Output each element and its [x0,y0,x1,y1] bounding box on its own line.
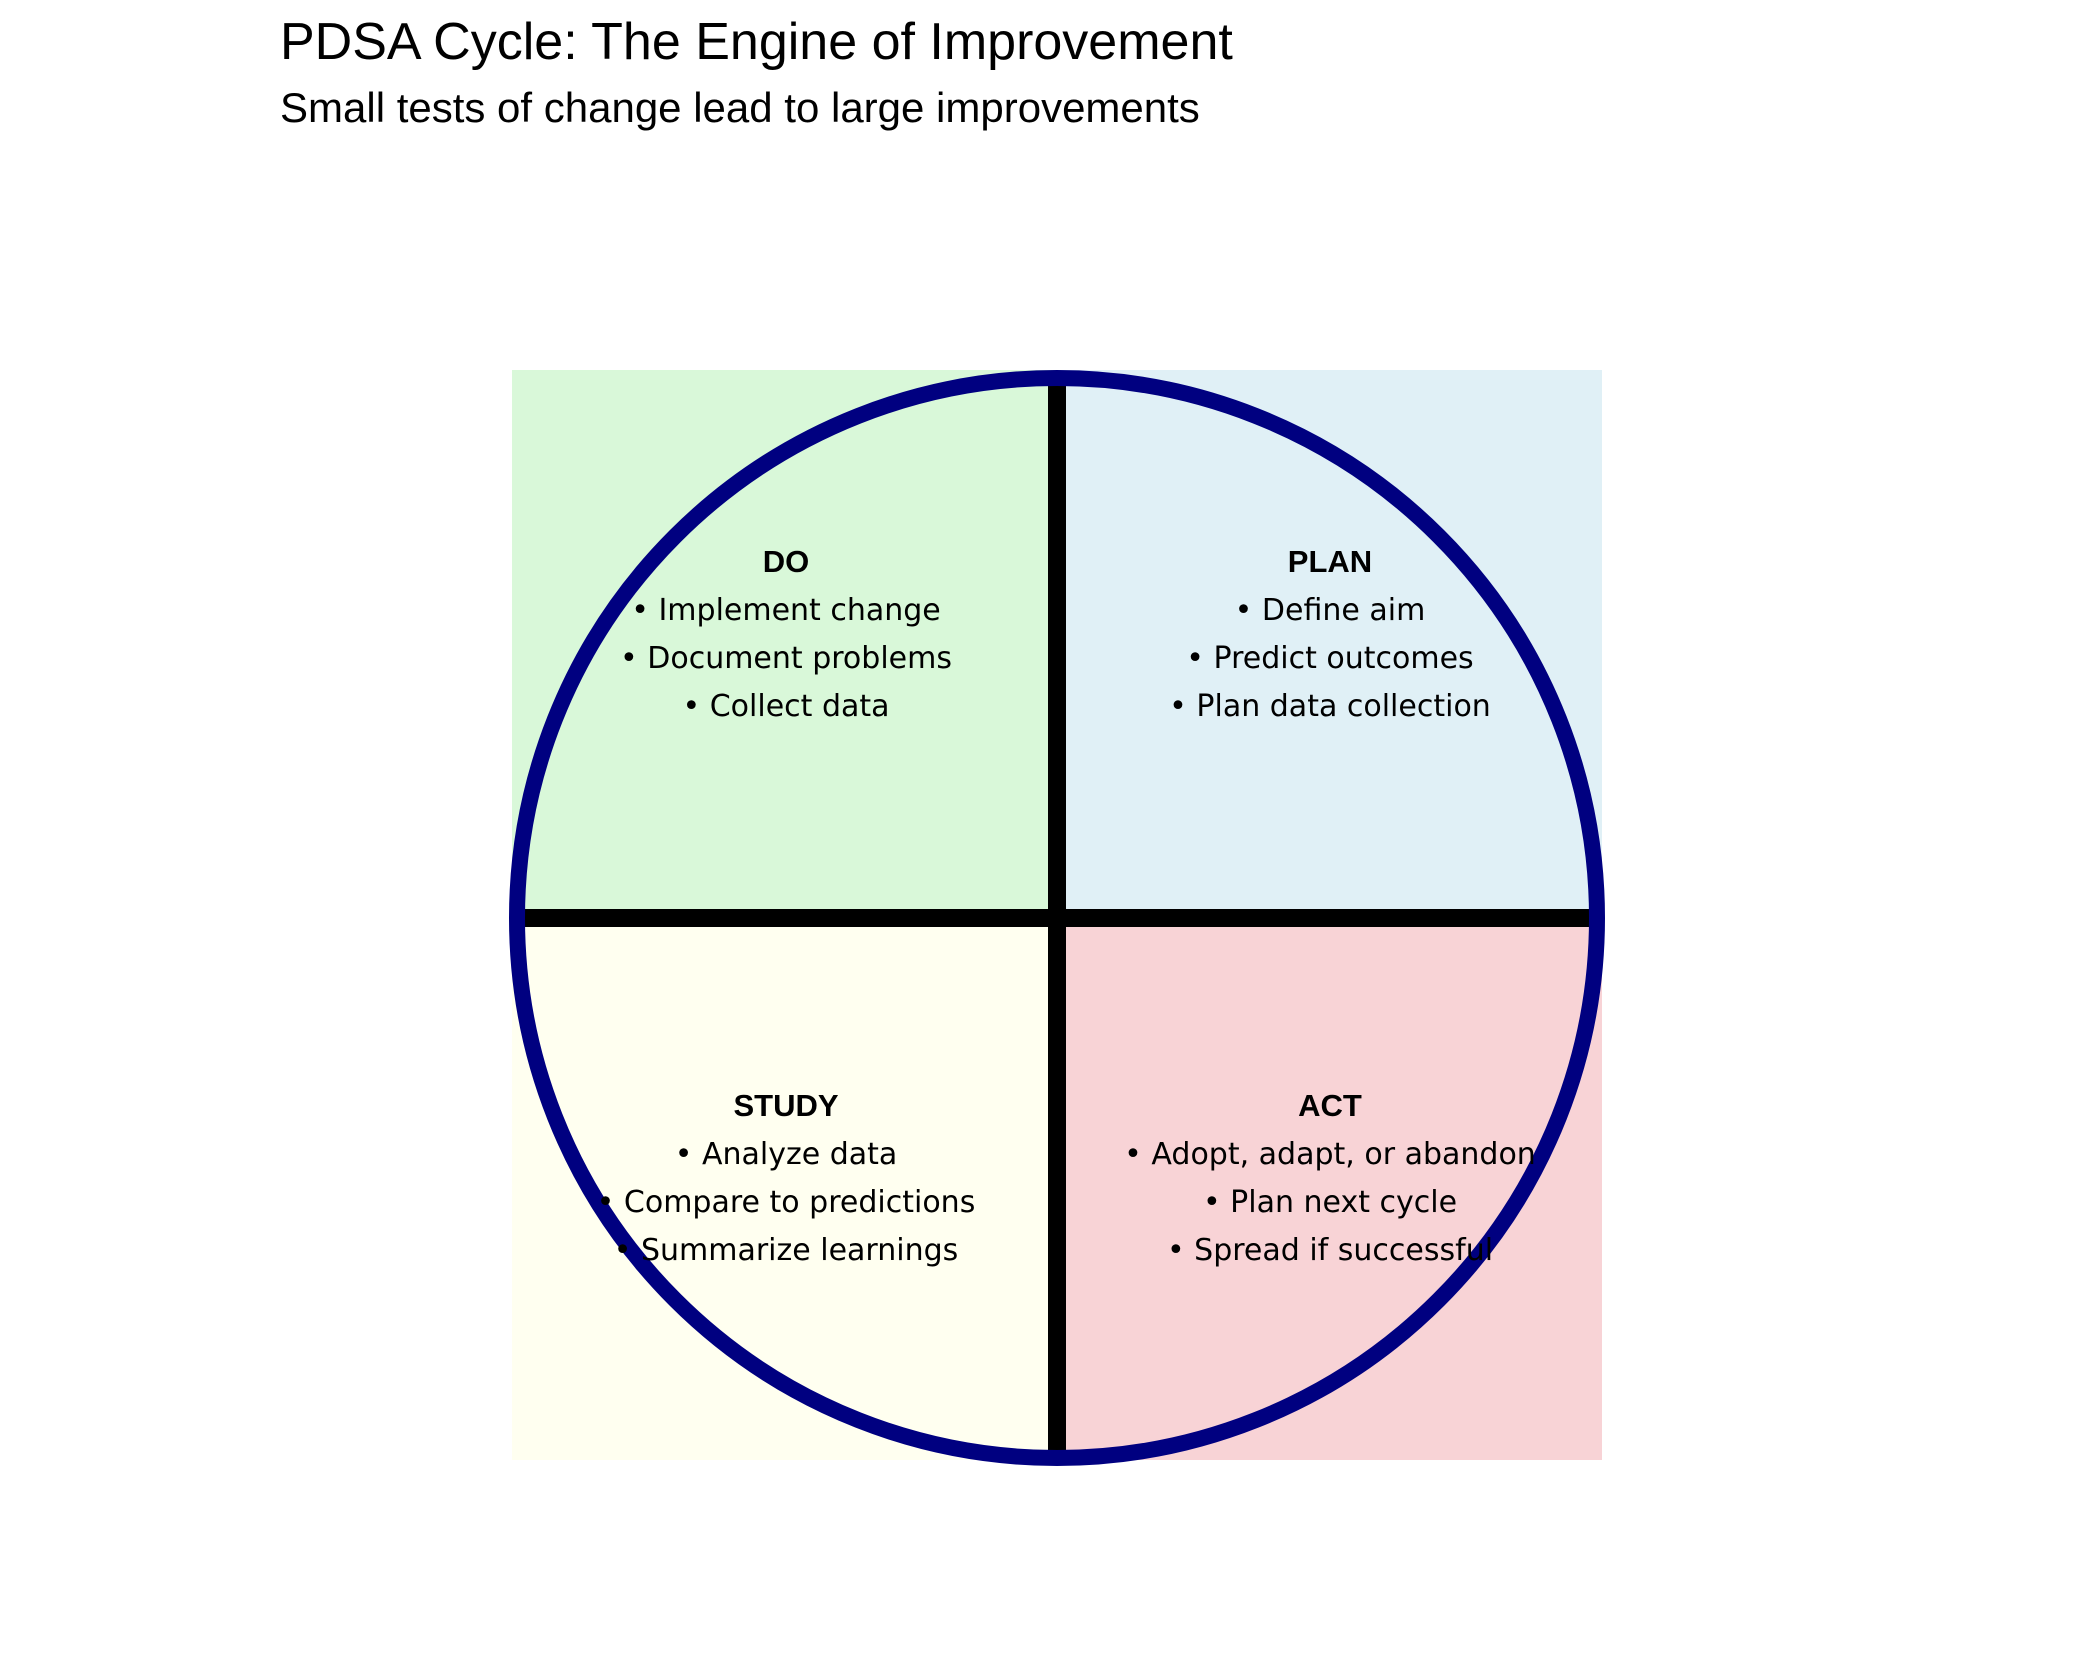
page-title: PDSA Cycle: The Engine of Improvement [280,13,1233,71]
quadrant-bg-plan [1057,370,1602,918]
quadrant-bullet-act: • Spread if successful [1167,1233,1493,1268]
quadrant-bg-do [512,370,1057,918]
quadrant-bullet-do: • Implement change [631,593,941,628]
quadrant-labels: PLAN • Define aim • Predict outcomes • Plan… [597,544,1536,1268]
quadrant-bullet-act: • Plan next cycle [1203,1185,1457,1220]
quadrant-dividers [517,378,1597,1458]
cycle-circle [509,370,1605,1466]
quadrant-bullet-plan: • Predict outcomes [1186,641,1473,676]
quadrant-bullet-study: • Compare to predictions [597,1185,976,1220]
quadrant-label-group-plan: PLAN • Define aim • Predict outcomes • Plan… [1169,544,1491,724]
quadrant-bullet-do: • Collect data [682,689,889,724]
quadrant-heading-act: ACT [1298,1088,1362,1123]
quadrant-bullet-study: • Analyze data [675,1137,898,1172]
quadrant-bullet-plan: • Define aim [1235,593,1426,628]
quadrant-heading-do: DO [763,544,810,579]
quadrant-label-group-study: STUDY • Analyze data • Compare to predicti… [597,1088,976,1268]
quadrant-label-group-do: DO • Implement change • Document problems •… [620,544,952,724]
quadrant-heading-study: STUDY [733,1088,838,1123]
quadrant-bullet-study: • Summarize learnings [614,1233,959,1268]
cycle-circle-outline [509,370,1605,1466]
quadrant-label-group-act: ACT • Adopt, adapt, or abandon • Plan next… [1124,1088,1536,1268]
quadrant-bullet-act: • Adopt, adapt, or abandon [1124,1137,1536,1172]
quadrant-bg-act [1057,918,1602,1460]
quadrant-heading-plan: PLAN [1288,544,1372,579]
quadrant-bullet-plan: • Plan data collection [1169,689,1491,724]
quadrant-bullet-do: • Document problems [620,641,952,676]
quadrant-backgrounds [512,370,1602,1460]
quadrant-bg-study [512,918,1057,1460]
page-subtitle: Small tests of change lead to large impr… [280,84,1200,131]
